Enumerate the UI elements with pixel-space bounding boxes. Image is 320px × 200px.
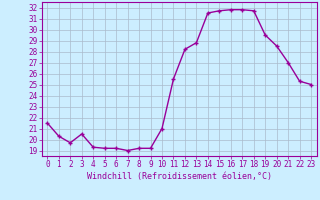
X-axis label: Windchill (Refroidissement éolien,°C): Windchill (Refroidissement éolien,°C) [87, 172, 272, 181]
